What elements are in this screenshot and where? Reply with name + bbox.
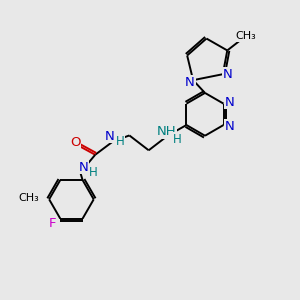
Text: F: F (49, 217, 57, 230)
Text: CH₃: CH₃ (18, 193, 39, 203)
Text: N: N (185, 76, 195, 89)
Text: N: N (225, 120, 234, 133)
Text: H: H (172, 133, 181, 146)
Text: O: O (70, 136, 80, 149)
Text: H: H (89, 166, 98, 179)
Text: N: N (222, 68, 232, 81)
Text: H: H (116, 135, 125, 148)
Text: N: N (225, 96, 234, 109)
Text: N: N (78, 161, 88, 174)
Text: CH₃: CH₃ (236, 32, 256, 41)
Text: N: N (105, 130, 115, 142)
Text: NH: NH (157, 125, 176, 138)
